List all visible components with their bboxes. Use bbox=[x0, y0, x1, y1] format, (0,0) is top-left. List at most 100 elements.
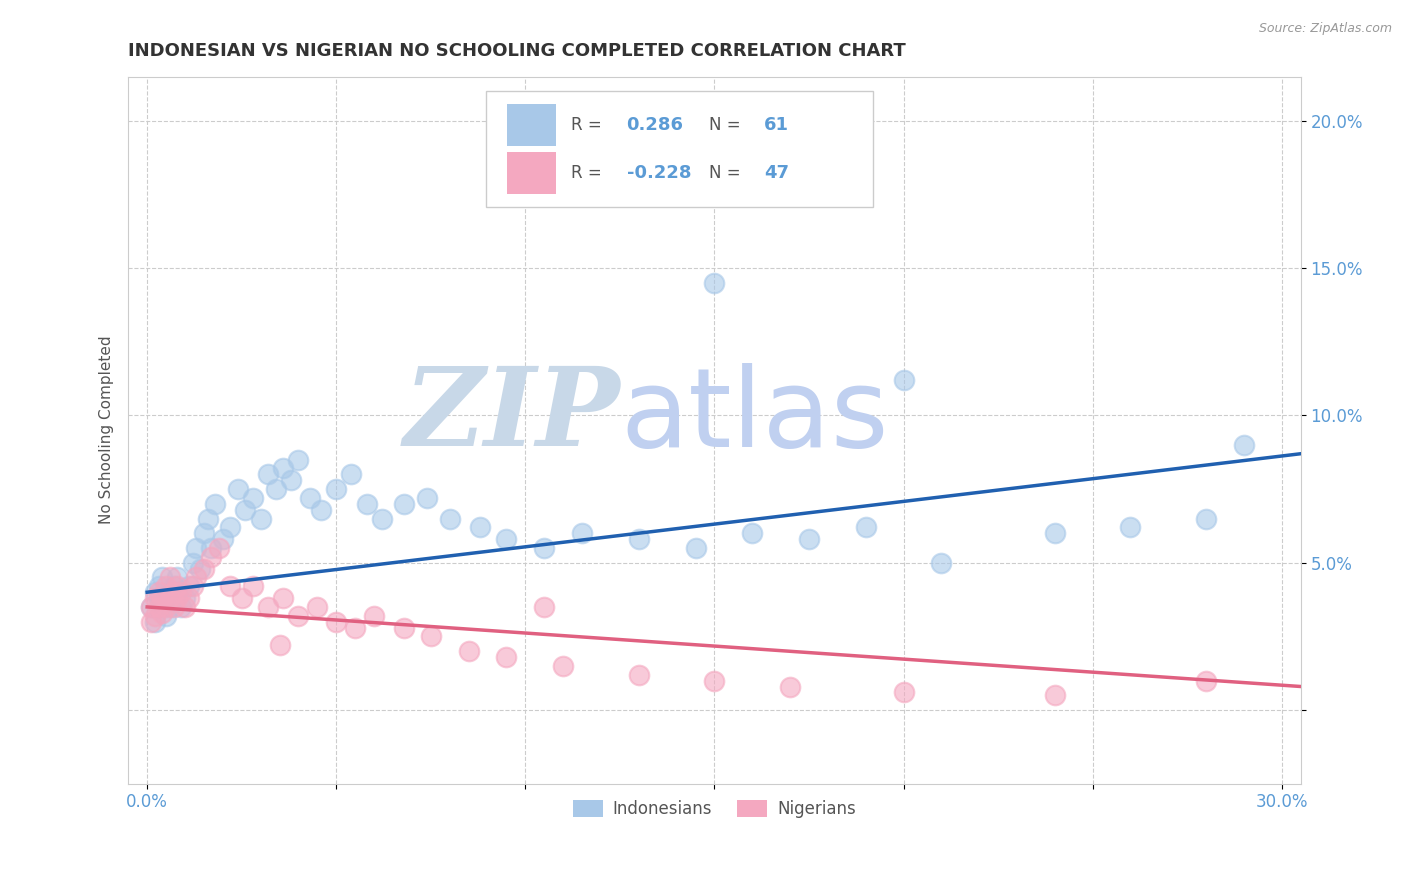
Point bbox=[235, 502, 257, 516]
Point bbox=[242, 491, 264, 505]
Point bbox=[219, 579, 242, 593]
Point bbox=[307, 599, 329, 614]
Point bbox=[159, 599, 181, 614]
FancyBboxPatch shape bbox=[486, 91, 873, 208]
FancyBboxPatch shape bbox=[508, 104, 557, 145]
Point bbox=[159, 591, 181, 606]
Point bbox=[193, 561, 215, 575]
Point bbox=[855, 520, 877, 534]
Point bbox=[439, 511, 461, 525]
Point bbox=[200, 549, 222, 564]
Point bbox=[200, 541, 222, 555]
Point bbox=[309, 502, 332, 516]
Text: ZIP: ZIP bbox=[404, 362, 620, 470]
Text: Source: ZipAtlas.com: Source: ZipAtlas.com bbox=[1258, 22, 1392, 36]
Point bbox=[177, 579, 200, 593]
Point bbox=[143, 585, 166, 599]
Text: R =: R = bbox=[571, 164, 607, 182]
Point bbox=[159, 585, 181, 599]
Point bbox=[394, 621, 416, 635]
Point bbox=[150, 570, 173, 584]
Point bbox=[231, 591, 253, 606]
Point bbox=[155, 608, 177, 623]
Point bbox=[219, 520, 242, 534]
Point bbox=[249, 511, 271, 525]
Point bbox=[170, 599, 193, 614]
Point bbox=[468, 520, 491, 534]
Text: 0.286: 0.286 bbox=[627, 116, 683, 134]
Point bbox=[779, 680, 801, 694]
Point bbox=[204, 497, 226, 511]
Point bbox=[148, 599, 170, 614]
Point bbox=[627, 667, 650, 681]
Point bbox=[155, 599, 177, 614]
Point bbox=[188, 561, 211, 575]
Point bbox=[155, 591, 177, 606]
Point bbox=[139, 615, 162, 629]
Point bbox=[419, 629, 441, 643]
Point bbox=[150, 591, 173, 606]
Point bbox=[363, 608, 385, 623]
Y-axis label: No Schooling Completed: No Schooling Completed bbox=[100, 336, 114, 524]
Point bbox=[287, 608, 309, 623]
Point bbox=[627, 532, 650, 546]
Point bbox=[148, 579, 170, 593]
Point bbox=[166, 591, 188, 606]
Point bbox=[166, 570, 188, 584]
Point bbox=[242, 579, 264, 593]
Point bbox=[1043, 689, 1066, 703]
Point bbox=[170, 585, 193, 599]
Point bbox=[797, 532, 820, 546]
Point bbox=[269, 638, 291, 652]
Point bbox=[177, 591, 200, 606]
Point bbox=[264, 482, 287, 496]
Text: N =: N = bbox=[709, 164, 745, 182]
Point bbox=[1195, 673, 1218, 688]
Point bbox=[197, 511, 219, 525]
Text: 47: 47 bbox=[763, 164, 789, 182]
Point bbox=[1233, 438, 1256, 452]
Point bbox=[181, 556, 204, 570]
Point bbox=[155, 579, 177, 593]
Point bbox=[193, 526, 215, 541]
Point bbox=[287, 452, 309, 467]
Point bbox=[162, 599, 184, 614]
Point bbox=[150, 599, 173, 614]
Text: N =: N = bbox=[709, 116, 745, 134]
Text: R =: R = bbox=[571, 116, 607, 134]
Point bbox=[208, 541, 231, 555]
Point bbox=[186, 541, 208, 555]
Text: INDONESIAN VS NIGERIAN NO SCHOOLING COMPLETED CORRELATION CHART: INDONESIAN VS NIGERIAN NO SCHOOLING COMP… bbox=[128, 42, 905, 60]
Point bbox=[139, 599, 162, 614]
Point bbox=[143, 591, 166, 606]
Point bbox=[416, 491, 439, 505]
Point bbox=[1195, 511, 1218, 525]
Point bbox=[703, 276, 725, 290]
Point bbox=[148, 591, 170, 606]
Point bbox=[166, 579, 188, 593]
Point bbox=[150, 606, 173, 620]
Point bbox=[741, 526, 763, 541]
Point bbox=[457, 644, 479, 658]
Point bbox=[159, 570, 181, 584]
Point bbox=[280, 473, 302, 487]
Point bbox=[703, 673, 725, 688]
Point bbox=[533, 541, 555, 555]
Point bbox=[370, 511, 392, 525]
Point bbox=[533, 599, 555, 614]
Point bbox=[174, 599, 197, 614]
Point bbox=[162, 579, 184, 593]
Point bbox=[211, 532, 233, 546]
Point bbox=[162, 585, 184, 599]
Point bbox=[553, 658, 575, 673]
Point bbox=[394, 497, 416, 511]
Legend: Indonesians, Nigerians: Indonesians, Nigerians bbox=[567, 793, 863, 825]
Point bbox=[1119, 520, 1142, 534]
Point bbox=[257, 467, 280, 482]
Point bbox=[273, 461, 295, 475]
Point bbox=[143, 615, 166, 629]
Text: 61: 61 bbox=[763, 116, 789, 134]
Point bbox=[340, 467, 363, 482]
Point bbox=[257, 599, 280, 614]
Point bbox=[273, 591, 295, 606]
